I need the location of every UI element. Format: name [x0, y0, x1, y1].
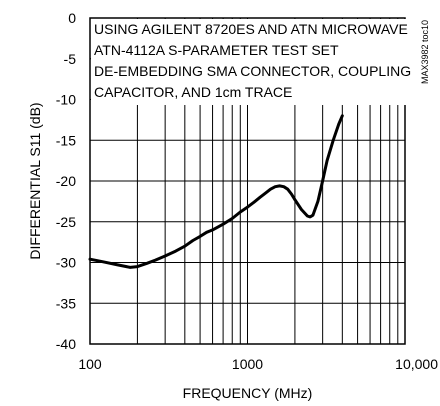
annotation-line: CAPACITOR, AND 1cm TRACE: [94, 84, 292, 100]
annotation: USING AGILENT 8720ES AND ATN MICROWAVE AT…: [94, 21, 411, 100]
annotation-line: DE-EMBEDDING SMA CONNECTOR, COUPLING: [94, 63, 411, 79]
y-tick-label: -20: [56, 173, 76, 189]
side-label: MAX3982 toc10: [420, 20, 430, 84]
annotation-line: ATN-4112A S-PARAMETER TEST SET: [94, 42, 339, 58]
x-axis-label: FREQUENCY (MHz): [183, 385, 313, 401]
y-tick-label: -25: [56, 214, 76, 230]
annotation-background: [91, 19, 413, 105]
y-tick-label: -30: [56, 255, 76, 271]
x-tick-label: 10,000: [395, 356, 438, 372]
x-tick-label: 1000: [232, 356, 263, 372]
y-tick-label: -40: [56, 336, 76, 352]
y-tick-label: -5: [64, 51, 77, 67]
y-tick-label: -10: [56, 92, 76, 108]
x-tick-label: 100: [78, 356, 102, 372]
annotation-line: USING AGILENT 8720ES AND ATN MICROWAVE: [94, 21, 408, 37]
y-tick-label: -15: [56, 132, 76, 148]
series-line: [88, 114, 344, 269]
plot-frame: [89, 17, 406, 345]
y-axis-label: DIFFERENTIAL S11 (dB): [27, 102, 43, 259]
y-tick-label: 0: [68, 10, 76, 26]
y-tick-label: -35: [56, 295, 76, 311]
